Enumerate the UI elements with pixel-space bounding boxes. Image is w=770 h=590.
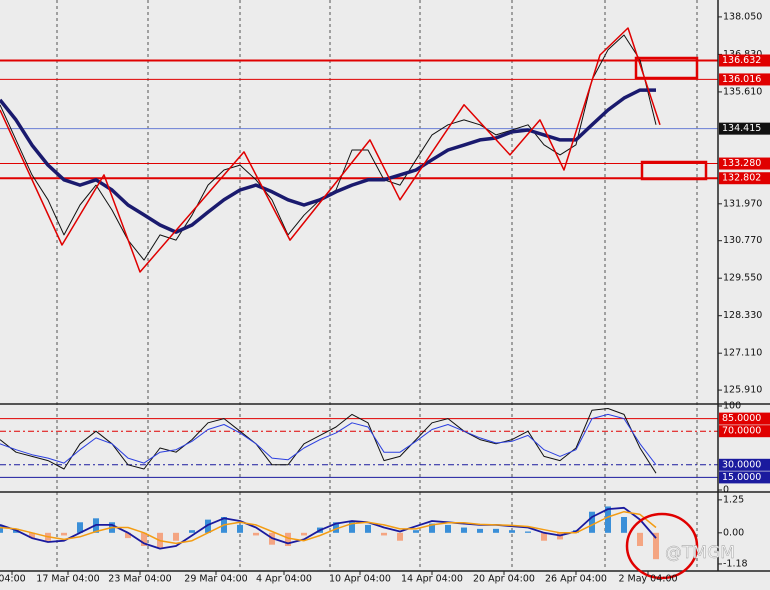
level-label-bg — [719, 458, 770, 471]
level-label-bg — [719, 471, 770, 484]
annotation-box — [634, 56, 699, 80]
histogram-bar — [173, 532, 179, 541]
histogram-bar — [413, 530, 419, 533]
histogram-bar — [253, 532, 259, 536]
level-label-bg — [719, 54, 770, 67]
y-tick-label: 125.910 — [723, 385, 762, 396]
y-tick-label: 129.550 — [723, 273, 762, 284]
level-label: 30.0000 — [722, 459, 761, 470]
histogram-bar — [0, 524, 3, 533]
series-line — [0, 506, 657, 550]
y-tick-label: 138.050 — [723, 11, 762, 22]
histogram-bar — [541, 532, 547, 541]
y-tick-label: 130.770 — [723, 235, 762, 246]
histogram-bar — [525, 531, 531, 533]
histogram-bar — [61, 532, 67, 536]
level-label-bg — [719, 157, 770, 170]
histogram-bar — [333, 522, 339, 533]
watermark: @TMGM — [665, 543, 735, 563]
level-label: 133.280 — [722, 158, 761, 169]
level-label: 15.0000 — [722, 472, 761, 483]
x-tick-label: 17 Mar 04:00 — [36, 574, 99, 585]
series-line — [0, 413, 657, 466]
histogram-bar — [301, 532, 307, 536]
x-tick-label: 23 Mar 04:00 — [108, 574, 171, 585]
y-tick-label: 131.970 — [723, 198, 762, 209]
annotations — [625, 56, 708, 580]
histogram-bar — [605, 506, 611, 533]
level-label: 85.0000 — [722, 413, 761, 424]
histogram-bar — [445, 524, 451, 533]
histogram-bar — [205, 519, 211, 533]
level-label-bg — [719, 172, 770, 185]
level-label-bg — [719, 412, 770, 425]
plot — [0, 27, 718, 560]
level-label: 70.0000 — [722, 426, 761, 437]
x-tick-label: 4 Apr 04:00 — [256, 574, 312, 585]
histogram-bar — [589, 511, 595, 533]
histogram-bar — [125, 532, 131, 539]
series-line — [0, 408, 657, 474]
histogram-bar — [189, 530, 195, 533]
histogram-bar — [509, 530, 515, 533]
level-label: 132.802 — [722, 173, 761, 184]
x-tick-label: 14 Apr 04:00 — [401, 574, 463, 585]
histogram-bar — [637, 532, 643, 547]
level-label: 136.016 — [722, 74, 761, 85]
level-label: 136.632 — [722, 55, 761, 66]
x-tick-label: 29 Mar 04:00 — [184, 574, 247, 585]
y-tick-label: 0.00 — [723, 527, 744, 538]
histogram-bar — [237, 524, 243, 533]
date-separators — [56, 0, 698, 570]
histogram-bar — [493, 528, 499, 533]
annotation-box — [640, 160, 708, 181]
y-tick-label: 1.25 — [723, 494, 744, 505]
series-line — [0, 27, 661, 273]
y-tick-label: -1.18 — [723, 558, 748, 569]
histogram-bar — [461, 527, 467, 533]
histogram-bar — [141, 532, 147, 547]
x-tick-label: 2 May 04:00 — [618, 574, 677, 585]
level-label-bg — [719, 425, 770, 438]
histogram-bar — [621, 516, 627, 533]
histogram-bar — [477, 528, 483, 533]
histogram-bar — [397, 532, 403, 541]
y-tick-label: 135.610 — [723, 86, 762, 97]
histogram-bar — [77, 522, 83, 533]
y-tick-label: 136.830 — [723, 49, 762, 60]
histogram-bar — [349, 520, 355, 533]
histogram-bar — [653, 532, 659, 560]
x-tick-label: 20 Apr 04:00 — [473, 574, 535, 585]
histogram-bar — [29, 532, 35, 539]
y-tick-label: 0 — [723, 485, 729, 496]
panel-borders — [0, 0, 770, 572]
y-tick-label: 100 — [723, 401, 741, 412]
histogram-bar — [365, 524, 371, 533]
x-tick-label: 10 Apr 04:00 — [329, 574, 391, 585]
annotation-circle — [625, 512, 699, 580]
histogram-bar — [381, 532, 387, 536]
level-label-bg — [719, 122, 770, 135]
x-tick-label: 26 Apr 04:00 — [545, 574, 607, 585]
x-tick-label: 04:00 — [0, 574, 26, 585]
level-label: 134.415 — [722, 123, 761, 134]
y-tick-label: 127.110 — [723, 348, 762, 359]
y-tick-label: 128.330 — [723, 310, 762, 321]
histogram-bar — [429, 523, 435, 533]
histogram-bar — [285, 532, 291, 547]
level-label-bg — [719, 73, 770, 86]
series-line — [0, 510, 657, 545]
